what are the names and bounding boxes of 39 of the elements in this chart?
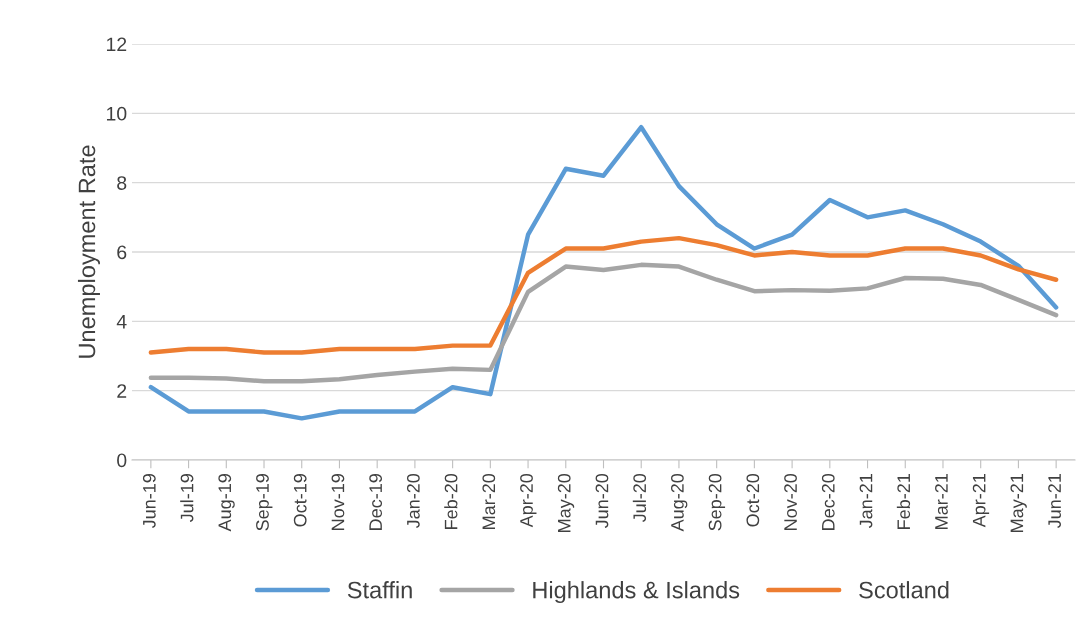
x-tick-label: Jun-19 (142, 474, 156, 529)
legend-label: Scotland (859, 581, 949, 599)
legend-label: Highlands & Islands (533, 581, 740, 604)
line-series (148, 124, 1059, 421)
legend-label: Staffin (347, 581, 412, 599)
x-tick-label: Apr-21 (972, 474, 990, 528)
x-tick-label: Sep-19 (256, 474, 273, 531)
y-tick-label: 6 (117, 245, 127, 260)
x-tick-label: Feb-21 (896, 474, 911, 529)
x-tick-label: Aug-19 (218, 474, 235, 532)
x-tick-label: Jan-20 (406, 473, 420, 529)
y-tick-label: 2 (117, 384, 127, 398)
x-tick-label: Jul-20 (632, 473, 647, 523)
x-tick-label: Dec-19 (369, 474, 383, 530)
line-series (148, 235, 1059, 355)
x-tick-label: Oct-20 (746, 473, 760, 527)
y-tick-label: 12 (107, 37, 127, 52)
x-tick-label: Feb-20 (444, 473, 458, 529)
x-tick-label: Sep-20 (708, 473, 726, 531)
y-tick-label: 8 (117, 176, 127, 190)
x-tick-label: Apr-20 (520, 473, 537, 528)
x-tick-label: Oct-19 (293, 474, 307, 527)
y-tick-label: 10 (107, 106, 127, 121)
x-tick-label: May-21 (1010, 474, 1027, 532)
x-tick-label: Dec-20 (821, 473, 835, 530)
x-tick-label: Nov-19 (331, 474, 345, 530)
x-tick-label: May-20 (557, 473, 575, 532)
y-axis-title: Unemployment Rate (77, 145, 100, 358)
y-tick-label: 4 (116, 315, 127, 329)
x-tick-label: Jan-21 (859, 474, 873, 529)
x-tick-label: Mar-21 (935, 474, 948, 529)
x-tick-label: Nov-20 (784, 473, 797, 530)
x-tick-label: Jun-21 (1048, 474, 1061, 529)
line-series (148, 262, 1059, 384)
x-tick-label: Aug-20 (671, 473, 688, 532)
x-tick-label: Jun-20 (595, 473, 609, 529)
x-tick-label: Jul-19 (180, 474, 194, 523)
y-tick-label: 0 (117, 453, 127, 468)
x-tick-label: Mar-20 (482, 473, 496, 529)
